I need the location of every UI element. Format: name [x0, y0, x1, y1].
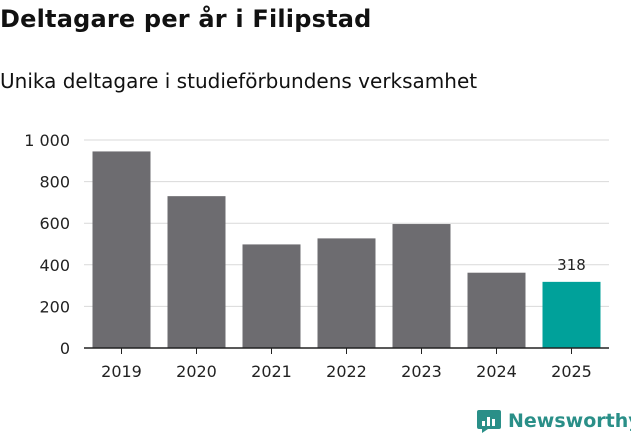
newsworthy-logo-icon [477, 410, 501, 433]
bar-2023 [392, 224, 451, 348]
x-tick-label: 2025 [551, 362, 592, 381]
y-tick-label: 600 [39, 214, 70, 233]
y-tick-label: 0 [60, 339, 70, 358]
x-tick-label: 2019 [101, 362, 142, 381]
bar-2025 [542, 281, 601, 348]
x-axis-ticks: 2019 2020 2021 2022 2023 2024 2025 [84, 347, 609, 381]
chart-title: Deltagare per år i Filipstad [0, 5, 372, 33]
data-labels: 318 [557, 256, 586, 274]
data-label: 318 [557, 256, 586, 274]
bar-2022 [317, 238, 376, 348]
bar-2020 [167, 196, 226, 348]
y-axis-ticks: 0 200 400 600 800 1 000 [24, 131, 70, 358]
bar-2021 [242, 244, 301, 348]
x-tick-label: 2023 [401, 362, 442, 381]
y-tick-label: 200 [39, 297, 70, 316]
bar-2019 [92, 151, 151, 348]
x-tick-label: 2021 [251, 362, 292, 381]
x-tick-label: 2022 [326, 362, 367, 381]
bars [92, 151, 601, 348]
x-tick-label: 2024 [476, 362, 517, 381]
y-tick-label: 1 000 [24, 131, 70, 150]
x-tick-label: 2020 [176, 362, 217, 381]
chart-subtitle: Unika deltagare i studieförbundens verks… [0, 69, 478, 93]
newsworthy-logo[interactable]: Newsworthy [476, 408, 631, 434]
brand-name: Newsworthy [508, 410, 631, 432]
y-tick-label: 800 [39, 173, 70, 192]
y-tick-label: 400 [39, 256, 70, 275]
bar-2024 [467, 272, 526, 348]
